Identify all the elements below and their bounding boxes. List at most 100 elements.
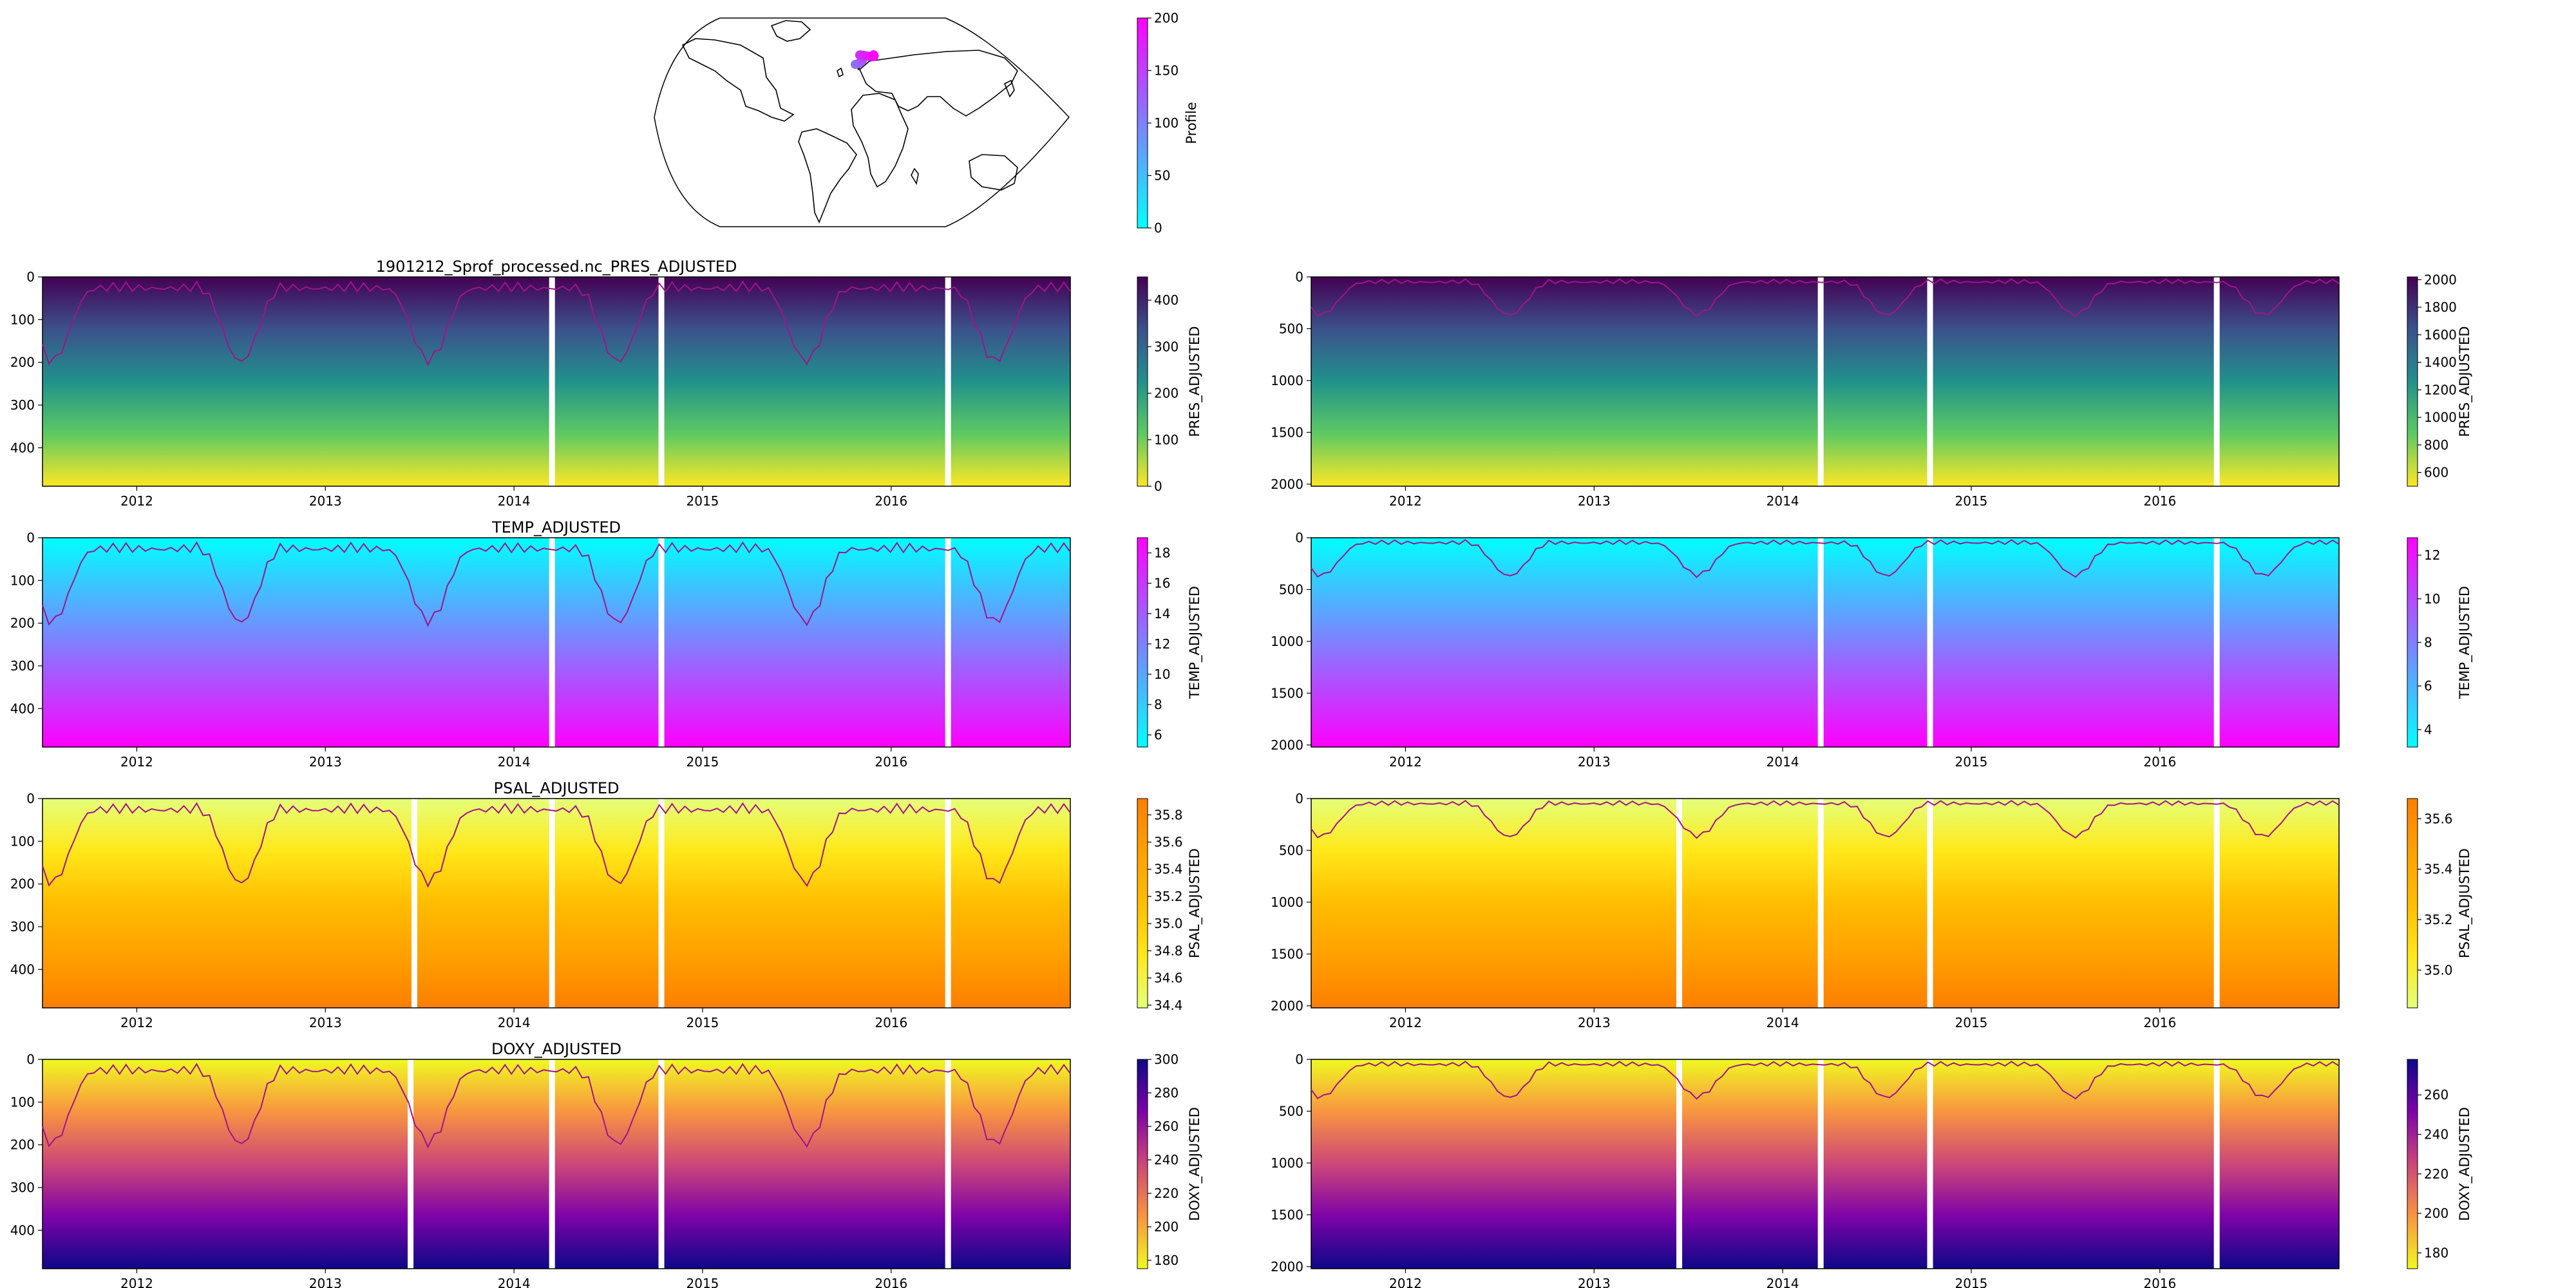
y-tick-label: 200 [10,355,35,370]
data-gap [411,799,417,1008]
y-tick-label: 100 [10,573,35,588]
data-gap [945,277,951,486]
x-tick-label: 2013 [309,1276,342,1288]
colorbar: 35.0 35.2 35.4 35.6 PSAL_ADJUSTED [2407,798,2473,1009]
colorbar-fill [1137,1059,1148,1269]
panel-right-doxy: 0 500 1000 1500 2000 2012 2013 2014 2015 2016 180 2… [1271,1052,2473,1288]
panel-right-pres: 0 500 1000 1500 2000 2012 2013 2014 2015 2016 600 8… [1271,269,2473,509]
x-tick-label: 2012 [1389,754,1422,770]
data-gap [1817,277,1824,486]
x-tick-label: 2014 [498,754,531,770]
mixed-layer-line [42,802,1071,888]
y-tick-label: 200 [10,876,35,892]
colorbar-tick-label: 1800 [2424,299,2457,315]
colorbar-tick-label: 35.4 [1154,862,1183,877]
colorbar-tick-label: 4 [2424,722,2432,737]
data-gap [658,799,665,1008]
colorbar-tick-label: 220 [2424,1166,2448,1182]
y-tick-label: 500 [1279,321,1303,336]
map-colorbar-tick: 150 [1154,63,1179,79]
y-tick-label: 400 [10,1222,35,1238]
colorbar-tick-label: 1400 [2424,355,2457,370]
panels: 1901212_Sprof_processed.nc_PRES_ADJUSTED… [10,258,2473,1288]
colorbar-tick-label: 35.4 [2424,862,2453,877]
data-gap [658,277,665,486]
colorbar-tick-label: 220 [1154,1186,1179,1201]
y-tick-label: 1000 [1271,1155,1303,1171]
map-colorbar-tick: 0 [1154,220,1162,236]
y-tick-label: 1000 [1271,634,1303,649]
colorbar-tick-label: 8 [2424,635,2432,650]
x-tick-label: 2015 [687,1276,719,1288]
colorbar: 600 800 1000 1200 1400 1600 1800 2000 PRES_ADJUS… [2407,272,2473,487]
x-tick-label: 2013 [309,754,342,770]
x-tick-label: 2015 [1955,1015,1988,1030]
colorbar-tick-label: 6 [1154,727,1162,743]
map-colorbar: 0 50 100 150 200 Profile [1137,10,1199,236]
colorbar-tick-label: 600 [2424,465,2448,480]
x-tick-label: 2013 [309,1015,342,1030]
colorbar-fill [1137,276,1148,487]
colorbar-tick-label: 260 [2424,1087,2448,1103]
y-tick-label: 100 [10,833,35,849]
x-tick-label: 2012 [1389,493,1422,509]
data-gap [1676,1059,1683,1269]
heatmap-field [1311,1059,2339,1269]
x-tick-label: 2012 [1389,1276,1422,1288]
y-tick-label: 500 [1279,842,1303,858]
colorbar-tick-label: 2000 [2424,272,2457,287]
colorbar-tick-label: 34.4 [1154,998,1183,1013]
y-tick-label: 0 [1295,1052,1303,1067]
colorbar-fill [2407,276,2418,487]
colorbar-tick-label: 34.6 [1154,971,1183,986]
colorbar: 0 100 200 300 400 PRES_ADJUSTED [1137,276,1203,494]
colorbar-tick-label: 800 [2424,437,2448,453]
colorbar-tick-label: 35.0 [1154,916,1183,931]
map-colorbar-label: Profile [1184,102,1199,144]
panel-title: DOXY_ADJUSTED [491,1040,621,1058]
x-tick-label: 2016 [875,493,907,509]
y-tick-label: 400 [10,961,35,977]
colorbar-tick-label: 180 [1154,1253,1179,1268]
x-tick-label: 2012 [120,754,153,770]
world-map [654,17,1070,227]
x-tick-label: 2014 [1766,1015,1799,1030]
colorbar-tick-label: 35.6 [1154,835,1183,850]
y-tick-label: 500 [1279,1103,1303,1119]
data-gap [2213,1059,2220,1269]
heatmap-field [43,538,1070,747]
colorbar-fill [1137,537,1148,748]
colorbar-tick-label: 6 [2424,678,2432,694]
data-gap [945,538,951,747]
data-gap [2213,538,2220,747]
x-tick-label: 2015 [687,493,719,509]
data-gap [1927,799,1933,1008]
panel-left-pres: 1901212_Sprof_processed.nc_PRES_ADJUSTED… [10,258,1203,509]
colorbar: 180 200 220 240 260 DOXY_ADJUSTED [2407,1059,2473,1269]
x-tick-label: 2013 [1578,1015,1611,1030]
panel-right-psal: 0 500 1000 1500 2000 2012 2013 2014 2015 2016 35.0… [1271,791,2473,1030]
colorbar-label: DOXY_ADJUSTED [2457,1107,2473,1221]
mixed-layer-line [1311,278,2340,317]
x-tick-label: 2015 [687,1015,719,1030]
y-tick-label: 0 [26,530,35,545]
data-gap [658,538,665,747]
x-tick-label: 2012 [120,1015,153,1030]
panel-left-doxy: DOXY_ADJUSTED 0 100 200 300 400 2012 2013 2014 20… [10,1040,1203,1288]
colorbar-tick-label: 8 [1154,697,1162,712]
data-gap [945,1059,951,1269]
colorbar-label: PSAL_ADJUSTED [2457,848,2473,958]
colorbar-tick-label: 12 [2424,547,2440,563]
colorbar-tick-label: 16 [1154,576,1170,591]
data-gap [1817,538,1824,747]
float-track [851,50,879,69]
colorbar-tick-label: 100 [1154,432,1179,448]
map-colorbar-tick: 200 [1154,10,1179,26]
map-colorbar-tick: 50 [1154,168,1170,184]
colorbar-fill [1137,798,1148,1009]
data-gap [549,799,555,1008]
y-tick-label: 400 [10,440,35,455]
colorbar-tick-label: 200 [2424,1206,2448,1221]
colorbar-label: TEMP_ADJUSTED [2457,586,2473,699]
x-tick-label: 2016 [875,754,907,770]
